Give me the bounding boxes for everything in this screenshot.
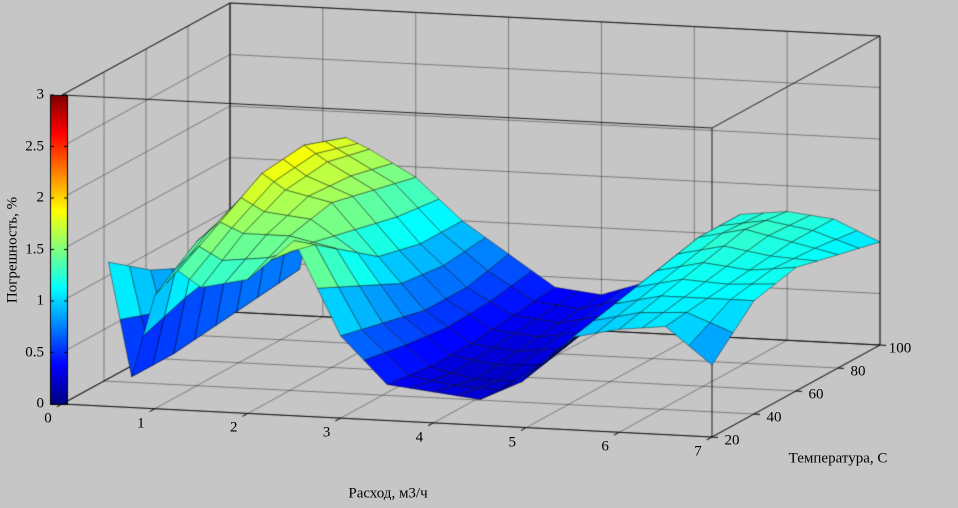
x-tick-label: 0 xyxy=(44,410,52,427)
y-tick-label: 80 xyxy=(850,363,866,380)
colorbar-tick-label: 2.5 xyxy=(25,138,44,154)
x-axis-label: Расход, м3/ч xyxy=(348,485,428,502)
colorbar-tick-label: 1.5 xyxy=(25,241,44,257)
x-tick-label: 3 xyxy=(322,424,331,441)
colorbar-tick-label: 1 xyxy=(36,292,45,309)
colorbar-tick-label: 2 xyxy=(36,189,45,206)
x-tick-label: 7 xyxy=(694,443,702,460)
colorbar-tick-label: 0 xyxy=(36,395,45,412)
x-tick-label: 6 xyxy=(601,438,609,455)
y-tick-label: 60 xyxy=(808,386,824,403)
colorbar-label: Погрешность, % xyxy=(4,196,21,304)
x-tick-label: 4 xyxy=(415,429,424,446)
y-tick-label: 20 xyxy=(724,432,740,449)
y-tick-label: 40 xyxy=(766,409,782,426)
x-tick-label: 1 xyxy=(137,415,145,432)
y-tick-label: 100 xyxy=(888,340,912,357)
x-tick-label: 5 xyxy=(508,434,517,451)
colorbar-tick-label: 0.5 xyxy=(25,344,44,360)
x-tick-label: 2 xyxy=(229,419,238,436)
y-axis-label: Температура, C xyxy=(788,450,888,467)
colorbar-tick-label: 3 xyxy=(36,86,45,103)
